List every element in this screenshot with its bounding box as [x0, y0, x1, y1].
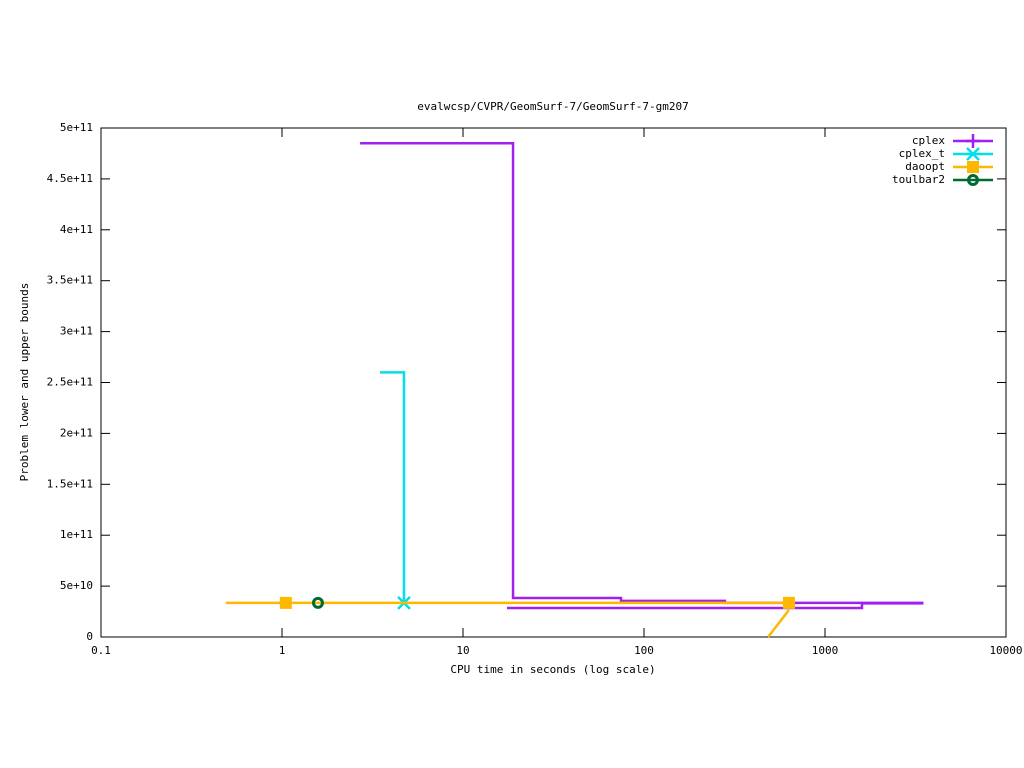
- x-tick-label: 1: [279, 644, 286, 657]
- x-tick-label: 0.1: [91, 644, 111, 657]
- y-tick-label: 3e+11: [60, 325, 93, 338]
- y-tick-label: 2.5e+11: [47, 376, 93, 389]
- legend-label: cplex: [912, 134, 945, 147]
- data-point: [279, 596, 292, 609]
- x-axis-label: CPU time in seconds (log scale): [450, 663, 655, 676]
- series-line: [380, 371, 406, 603]
- legend-marker: [967, 161, 979, 173]
- x-tick-label: 10000: [989, 644, 1022, 657]
- y-tick-label: 1e+11: [60, 528, 93, 541]
- x-tick-label: 100: [634, 644, 654, 657]
- legend-label: toulbar2: [892, 173, 945, 186]
- chart-title: evalwcsp/CVPR/GeomSurf-7/GeomSurf-7-gm20…: [417, 100, 689, 113]
- x-tick-label: 10: [456, 644, 469, 657]
- series-line: [225, 601, 790, 638]
- legend-marker: [967, 174, 979, 186]
- y-axis-label: Problem lower and upper bounds: [18, 283, 31, 482]
- legend-marker: [966, 147, 980, 161]
- data-point: [782, 596, 795, 609]
- legend-label: cplex_t: [899, 147, 945, 160]
- y-tick-label: 4.5e+11: [47, 172, 93, 185]
- y-tick-label: 2e+11: [60, 426, 93, 439]
- legend-marker: [966, 134, 980, 148]
- y-tick-label: 0: [86, 630, 93, 643]
- y-tick-label: 1.5e+11: [47, 477, 93, 490]
- data-point: [311, 596, 324, 609]
- y-tick-label: 5e+11: [60, 121, 93, 134]
- y-tick-label: 3.5e+11: [47, 274, 93, 287]
- y-tick-label: 5e+10: [60, 579, 93, 592]
- y-tick-label: 4e+11: [60, 223, 93, 236]
- x-tick-label: 1000: [812, 644, 839, 657]
- legend-label: daoopt: [905, 160, 945, 173]
